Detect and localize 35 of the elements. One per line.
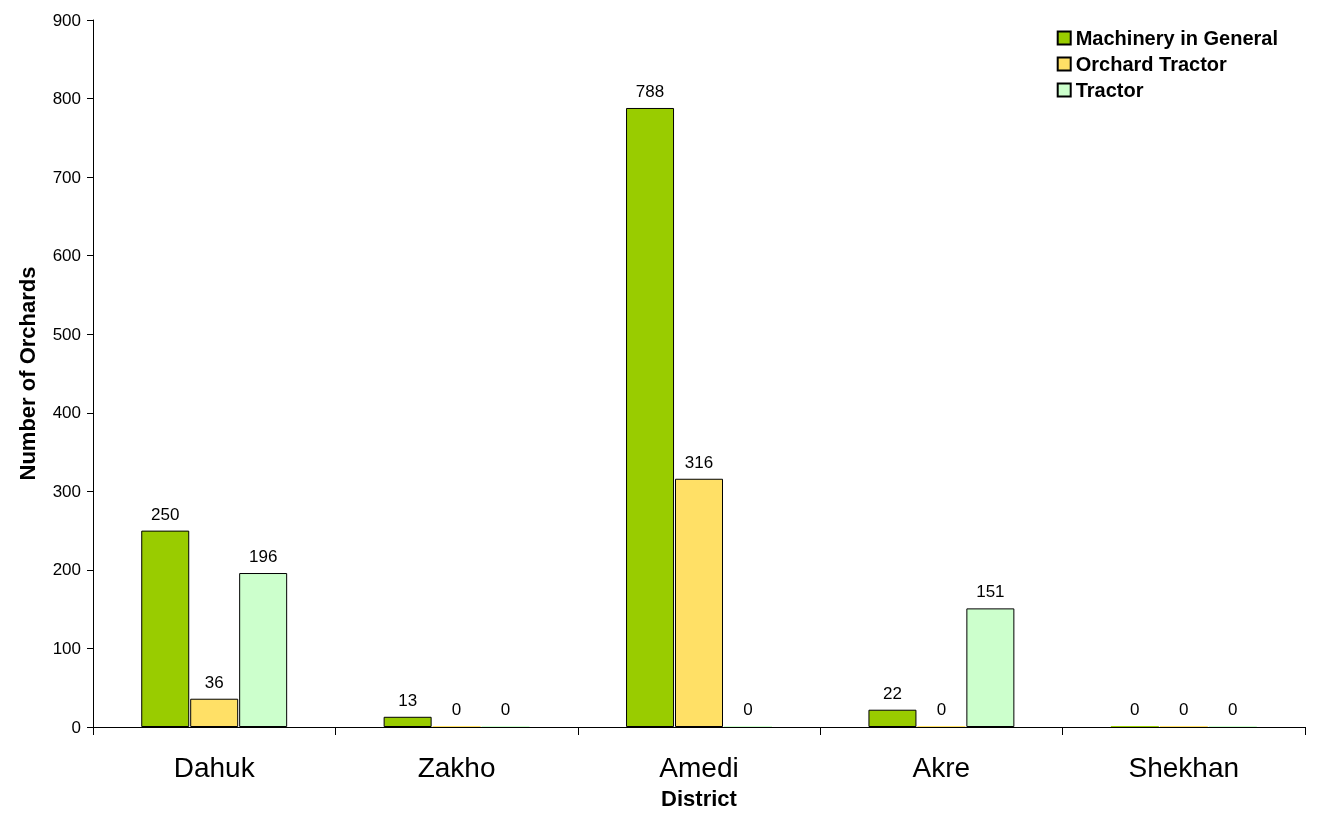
y-tick-label: 700 [52,167,81,187]
data-label: 0 [451,700,462,719]
y-tick-label: 600 [52,246,81,266]
y-tick-label: 500 [52,324,81,344]
y-tick-label: 900 [52,10,81,30]
x-axis-title: District [661,785,738,811]
legend-label: Orchard Tractor [1075,53,1228,75]
data-label: 316 [684,452,714,472]
data-label: 196 [248,547,278,567]
y-tick-label: 300 [52,481,81,501]
data-label: 0 [500,700,511,719]
data-label: 36 [204,672,224,692]
x-tick-label: Amedi [659,751,739,783]
data-label: 0 [1228,700,1238,719]
data-label: 22 [882,683,902,703]
data-label: 0 [1179,700,1189,719]
data-label: 0 [743,700,753,719]
y-tick-label: 0 [71,717,81,737]
data-label: 0 [1130,700,1140,719]
data-label: 13 [398,690,418,710]
y-tick-label: 100 [52,638,81,658]
x-tick-label: Dahuk [173,751,256,783]
y-tick-label: 200 [52,560,81,580]
y-tick-label: 800 [52,89,81,109]
x-tick-label: Zakho [417,751,496,783]
y-tick-label: 400 [52,403,81,423]
legend-label: Machinery in General [1075,27,1278,49]
x-tick-label: Akre [912,751,971,783]
data-label: 788 [635,81,665,101]
data-label: 0 [936,700,947,719]
data-label: 151 [976,582,1005,602]
y-axis-title: Number of Orchards [14,266,40,481]
legend-label: Tractor [1075,79,1144,101]
data-label: 250 [151,504,180,524]
x-tick-label: Shekhan [1128,751,1240,783]
